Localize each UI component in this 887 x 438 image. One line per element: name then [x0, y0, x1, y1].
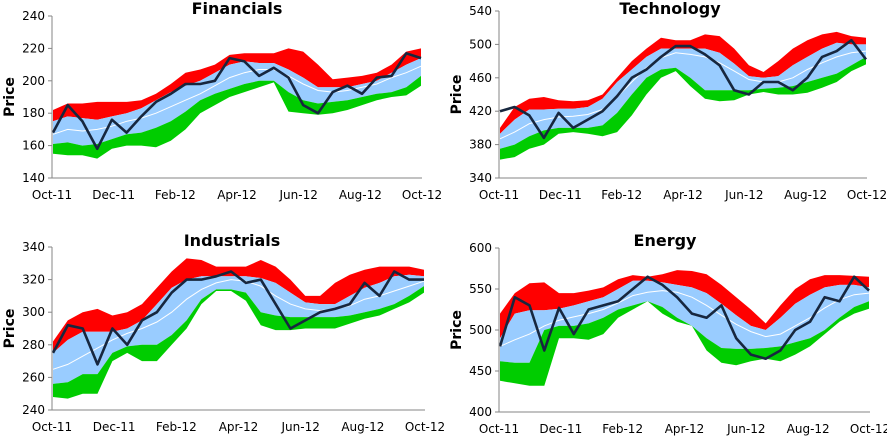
x-tick-label: Apr-12 — [219, 420, 259, 434]
y-tick-label: 260 — [22, 370, 45, 384]
y-tick-label: 400 — [469, 405, 492, 419]
y-tick-label: 340 — [469, 171, 492, 185]
x-tick-label: Oct-11 — [479, 422, 519, 436]
y-axis-label: Price — [2, 309, 18, 349]
moving-average-line — [52, 65, 422, 135]
x-tick-label: Oct-11 — [32, 420, 72, 434]
upper-band-area — [500, 31, 866, 134]
chart-panel-energy: 400 450 500 550 600 Oct-11 Dec-11 Feb-12 Apr-12 J… — [449, 231, 887, 436]
x-tick-label: Apr-12 — [665, 422, 705, 436]
price-line — [51, 270, 424, 366]
y-tick-label: 600 — [469, 241, 492, 255]
y-tick-label: 380 — [469, 138, 492, 152]
chart-panel-industrials: 240 260 280 300 320 340 Oct-11 Dec-11 Feb-12 Apr-… — [2, 231, 445, 434]
inner-band-area — [53, 58, 421, 146]
x-tick-label: Oct-12 — [405, 420, 445, 434]
y-axis-label: Price — [449, 310, 465, 350]
y-tick-label: 550 — [469, 282, 492, 296]
price-line — [498, 275, 870, 361]
upper-band-area — [500, 270, 869, 339]
x-tick-label: Apr-12 — [663, 188, 703, 202]
chart-panel-technology: 340 380 420 460 500 540 Oct-11 Dec-11 Feb-12 Apr-… — [449, 0, 887, 202]
lower-band-area — [500, 301, 869, 386]
x-tick-label: Aug-12 — [784, 188, 827, 202]
x-tick-label: Feb-12 — [155, 188, 196, 202]
y-tick-label: 320 — [22, 273, 45, 287]
y-tick-label: 420 — [469, 104, 492, 118]
x-tick-label: Feb-12 — [601, 188, 642, 202]
y-tick-label: 460 — [469, 71, 492, 85]
x-tick-label: Aug-12 — [787, 422, 830, 436]
upper-band-area — [53, 258, 424, 353]
price-line — [499, 38, 868, 140]
y-tick-label: 280 — [22, 338, 45, 352]
y-tick-label: 160 — [22, 139, 45, 153]
x-tick-label: Dec-11 — [539, 188, 582, 202]
x-tick-label: Oct-12 — [850, 422, 887, 436]
y-tick-label: 450 — [469, 364, 492, 378]
lower-band-area — [53, 286, 424, 399]
y-tick-label: 220 — [22, 41, 45, 55]
chart-title: Energy — [634, 231, 698, 250]
x-tick-label: Jun-12 — [724, 188, 763, 202]
x-tick-label: Feb-12 — [156, 420, 197, 434]
lower-band-area — [53, 75, 421, 159]
y-axis-label: Price — [449, 75, 465, 115]
inner-band-area — [500, 280, 869, 363]
lower-band-area — [500, 56, 866, 160]
y-tick-label: 180 — [22, 106, 45, 120]
x-tick-label: Oct-11 — [479, 188, 519, 202]
x-tick-label: Jun-12 — [278, 188, 317, 202]
x-tick-label: Oct-12 — [847, 188, 887, 202]
upper-band-area — [53, 48, 421, 122]
chart-title: Technology — [619, 0, 721, 18]
y-tick-label: 200 — [22, 74, 45, 88]
y-tick-label: 340 — [22, 240, 45, 254]
x-tick-label: Jun-12 — [280, 420, 319, 434]
y-tick-label: 240 — [22, 9, 45, 23]
x-tick-label: Dec-11 — [539, 422, 582, 436]
chart-title: Financials — [192, 0, 283, 18]
y-tick-label: 300 — [22, 305, 45, 319]
x-tick-label: Apr-12 — [217, 188, 257, 202]
x-tick-label: Dec-11 — [92, 188, 135, 202]
moving-average-line — [499, 290, 870, 347]
x-tick-label: Oct-11 — [32, 188, 72, 202]
moving-average-line — [52, 279, 425, 370]
x-tick-label: Jun-12 — [726, 422, 765, 436]
y-tick-label: 540 — [469, 4, 492, 18]
x-tick-label: Feb-12 — [602, 422, 643, 436]
chart-panel-financials: 140 160 180 200 220 240 Oct-11 Dec-11 Feb-12 Apr-… — [2, 0, 442, 202]
x-tick-label: Aug-12 — [339, 188, 382, 202]
x-tick-label: Oct-12 — [402, 188, 442, 202]
x-tick-label: Dec-11 — [93, 420, 136, 434]
chart-title: Industrials — [184, 231, 281, 250]
y-tick-label: 500 — [469, 37, 492, 51]
price-line — [51, 51, 422, 151]
inner-band-area — [500, 42, 866, 149]
y-tick-label: 240 — [22, 403, 45, 417]
y-tick-label: 140 — [22, 171, 45, 185]
x-tick-label: Aug-12 — [341, 420, 384, 434]
y-tick-label: 500 — [469, 323, 492, 337]
y-axis-label: Price — [2, 77, 18, 117]
